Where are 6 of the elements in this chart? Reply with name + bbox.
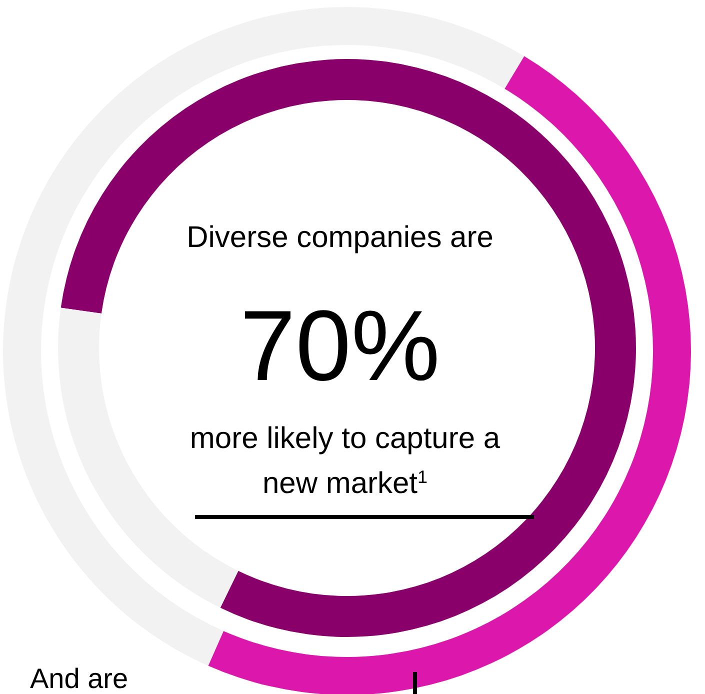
text: And are <box>30 663 128 694</box>
text: more likely to capture a new market$^{1}$ <box>190 422 500 500</box>
donut-slice <box>60 59 636 636</box>
text: Diverse companies are <box>186 221 494 254</box>
donut-slice <box>3 7 524 666</box>
text: 70% <box>240 290 440 402</box>
